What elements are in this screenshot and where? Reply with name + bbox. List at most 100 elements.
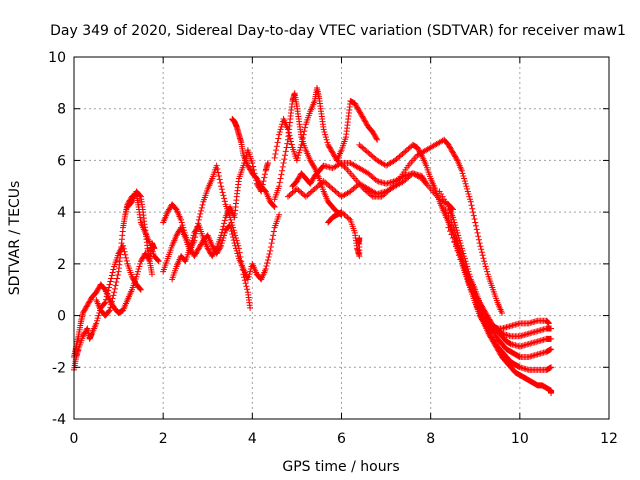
data-point [195, 246, 202, 253]
data-point [296, 149, 303, 156]
data-point [469, 205, 476, 212]
data-point [322, 131, 329, 138]
data-point [354, 104, 361, 111]
series-track-10 [271, 85, 381, 164]
y-tick-label: 4 [57, 205, 66, 221]
data-point [310, 175, 317, 182]
data-point [205, 246, 212, 253]
data-point [474, 229, 481, 236]
data-point [108, 298, 115, 305]
data-point [371, 132, 378, 139]
data-point [212, 246, 219, 253]
data-point [93, 289, 100, 296]
data-point [166, 206, 173, 213]
data-point [103, 293, 110, 300]
data-point [417, 174, 424, 181]
data-point [418, 150, 425, 157]
data-point [197, 242, 204, 249]
data-point [392, 157, 398, 164]
data-point [384, 188, 391, 195]
data-point [449, 222, 456, 229]
series-track-19 [454, 245, 555, 397]
data-point [213, 162, 220, 169]
data-point [94, 315, 101, 322]
data-point [218, 229, 225, 236]
data-point [189, 237, 196, 244]
data-point [471, 216, 478, 223]
data-point [180, 224, 187, 231]
data-point [274, 139, 281, 146]
data-point [107, 278, 114, 285]
data-point [449, 149, 456, 156]
data-point [304, 192, 311, 199]
data-point [110, 292, 117, 299]
data-point [308, 158, 315, 165]
data-point [86, 298, 93, 305]
series-track-20 [325, 209, 363, 260]
data-point [94, 317, 101, 324]
data-point [219, 189, 226, 196]
data-point [267, 247, 274, 254]
series-track-5 [160, 162, 254, 311]
data-point [383, 189, 390, 196]
data-point [444, 201, 451, 208]
data-point [179, 222, 186, 229]
data-point [282, 148, 289, 155]
data-point [302, 124, 309, 131]
data-point [368, 172, 375, 179]
data-point [287, 138, 294, 145]
series-track-13 [334, 136, 505, 316]
data-point [261, 174, 268, 181]
data-point [263, 263, 270, 270]
data-point [121, 248, 128, 255]
data-point [297, 144, 304, 151]
data-point [131, 277, 138, 284]
data-point [386, 187, 393, 194]
data-point [284, 140, 291, 147]
data-point [357, 110, 364, 117]
data-point [363, 148, 370, 155]
data-point [137, 286, 144, 293]
data-point [173, 232, 180, 239]
data-point [445, 141, 452, 148]
data-point [264, 259, 271, 266]
data-point [323, 180, 330, 187]
data-point [450, 224, 457, 231]
data-point [356, 108, 363, 115]
data-point [220, 192, 227, 199]
data-point [137, 260, 144, 267]
data-point [323, 136, 330, 143]
data-point [455, 242, 462, 249]
data-point [194, 247, 201, 254]
data-point [246, 271, 253, 278]
data-point [447, 145, 454, 152]
data-point [365, 189, 372, 196]
data-point [332, 188, 339, 195]
data-point [228, 228, 235, 235]
data-point [489, 337, 496, 344]
data-point [294, 154, 301, 161]
data-point [102, 296, 109, 303]
data-point [482, 263, 489, 270]
data-point [295, 152, 302, 159]
data-point [109, 295, 116, 302]
data-point [290, 188, 297, 195]
data-point [494, 346, 501, 353]
data-point [480, 319, 487, 326]
data-point [277, 175, 284, 182]
data-point [310, 187, 317, 194]
data-point [209, 242, 216, 249]
data-point [329, 185, 336, 192]
data-point [293, 185, 300, 192]
data-point [242, 280, 249, 287]
data-point [396, 153, 403, 160]
data-point [270, 232, 277, 239]
data-point [196, 213, 203, 220]
data-point [270, 228, 277, 235]
data-point [362, 118, 369, 125]
data-point [266, 250, 273, 257]
data-point [308, 178, 315, 185]
data-point [190, 232, 197, 239]
